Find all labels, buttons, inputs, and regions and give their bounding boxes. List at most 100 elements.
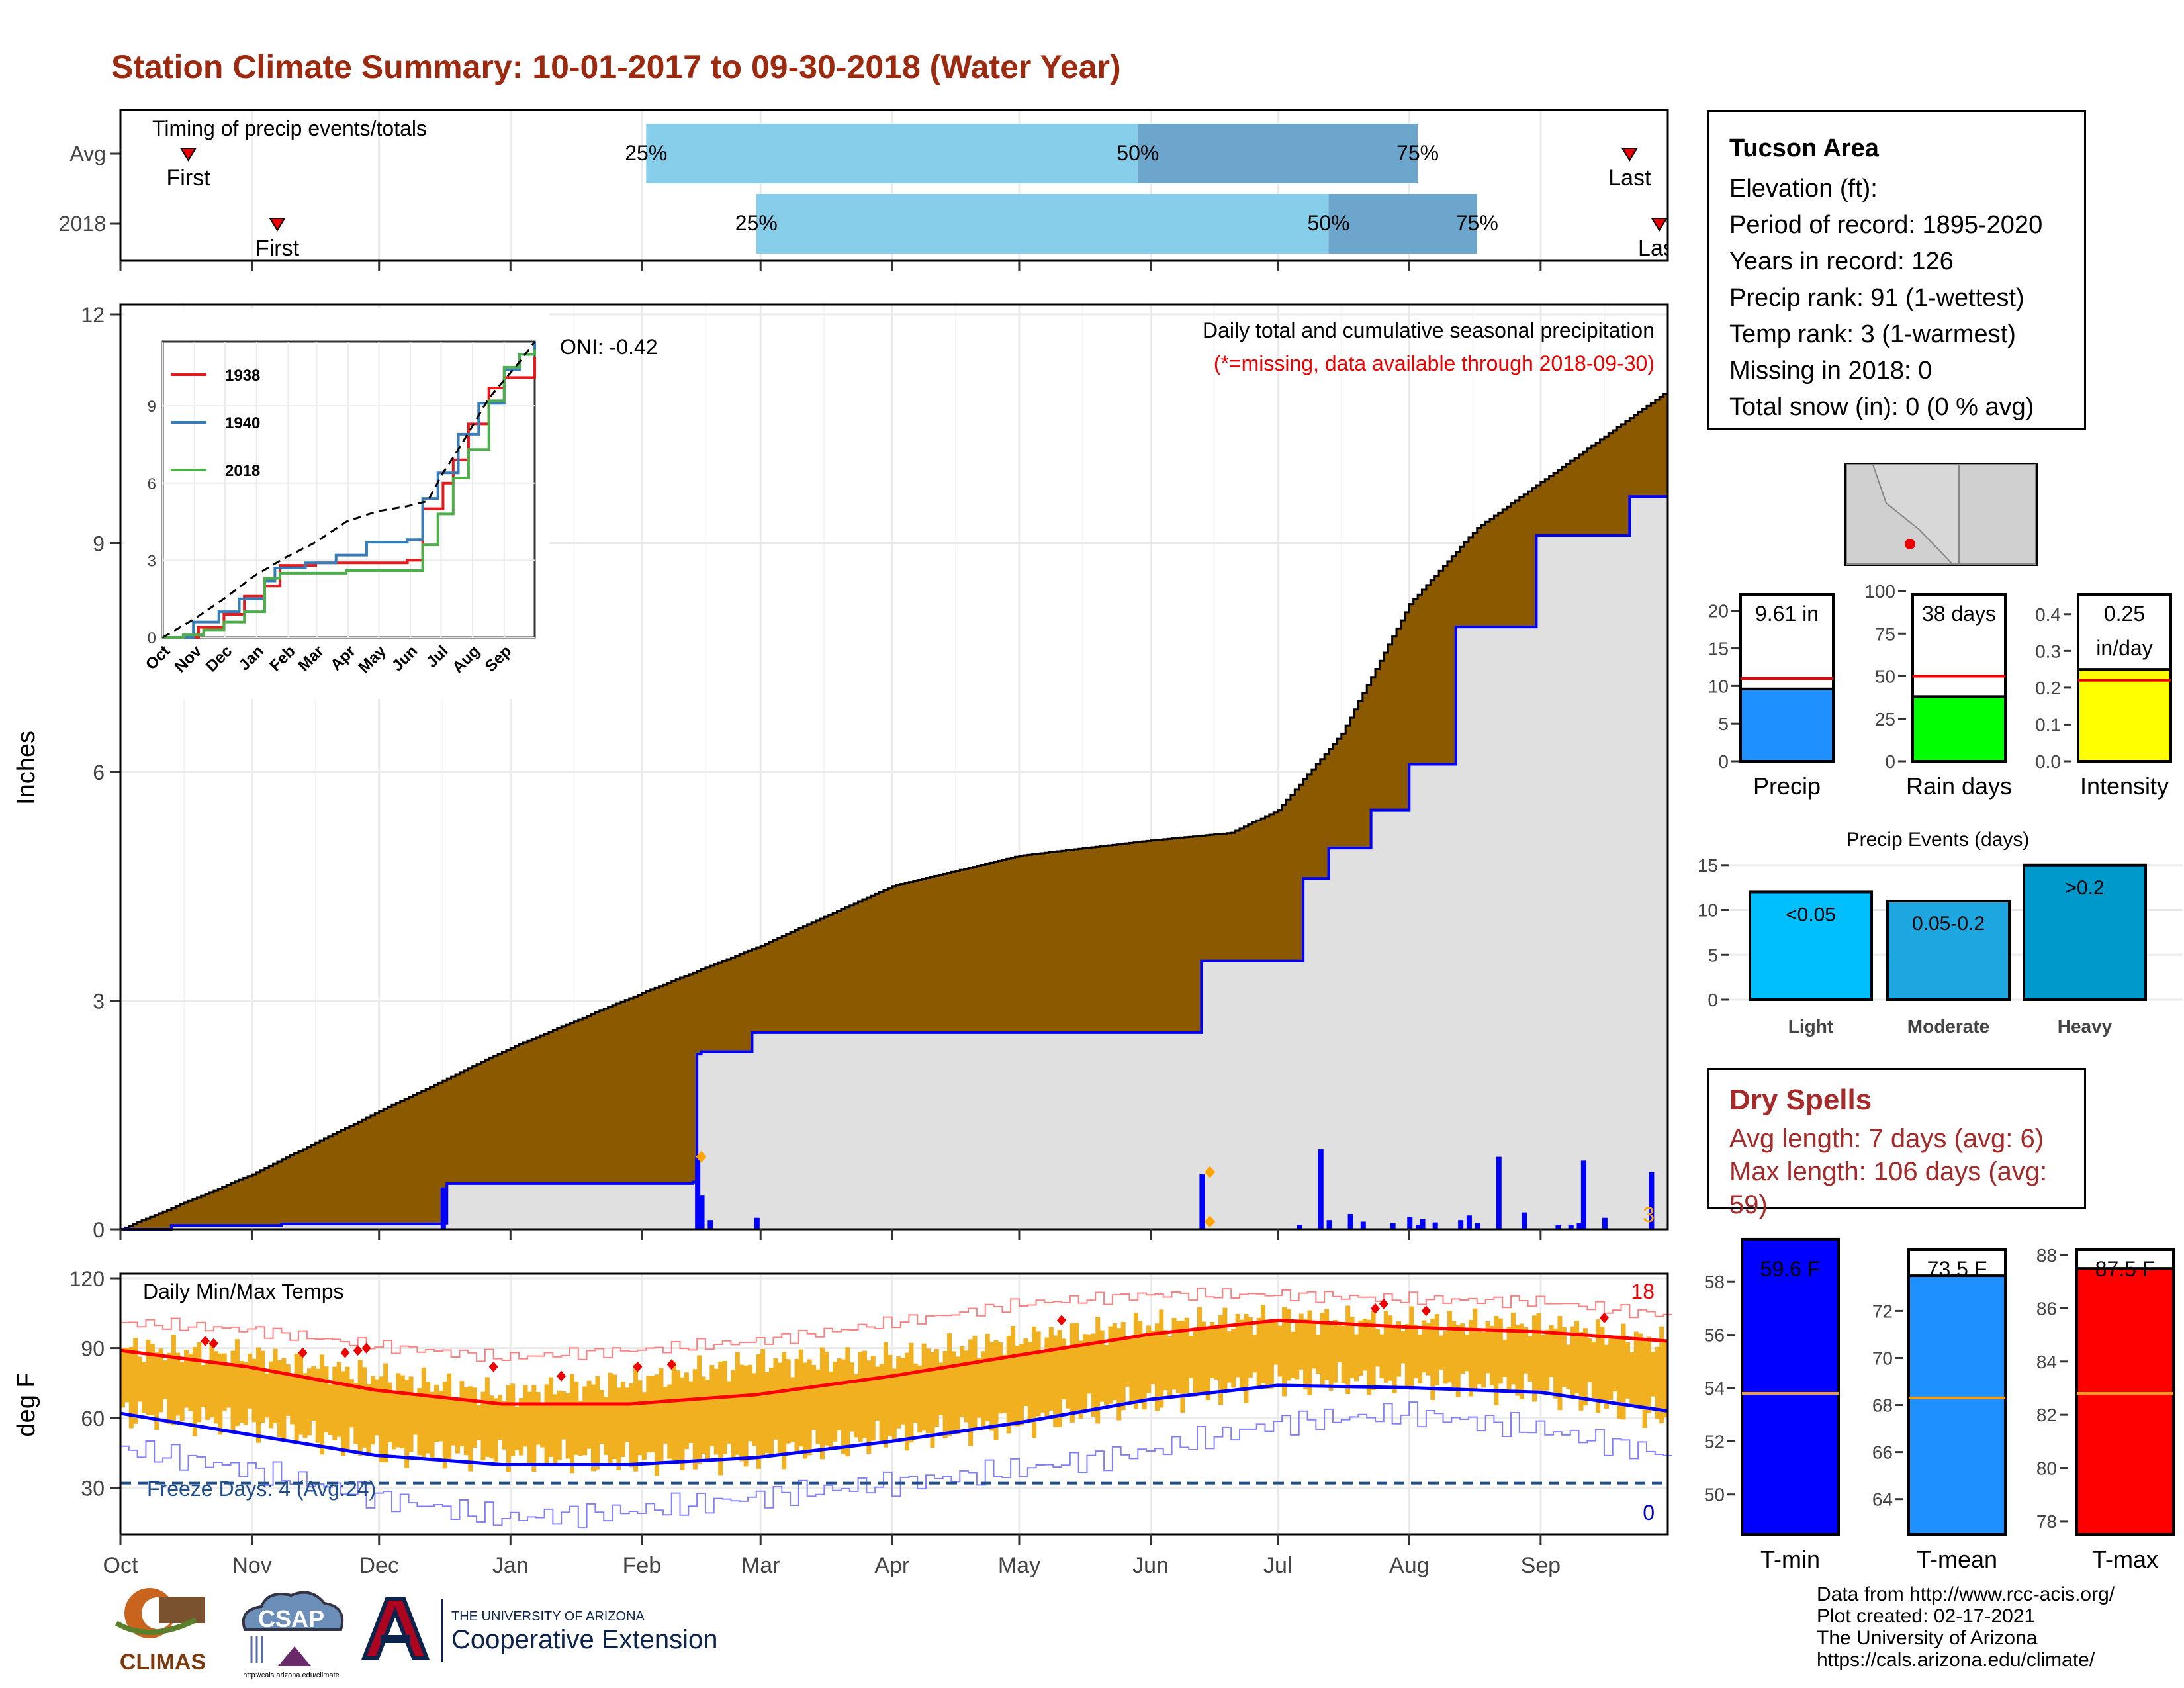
record-high-marker xyxy=(1421,1305,1431,1317)
daily-temp-bar xyxy=(553,1394,558,1465)
daily-temp-bar xyxy=(311,1366,316,1421)
daily-temp-bar xyxy=(692,1369,698,1470)
daily-temp-bar xyxy=(883,1342,888,1448)
month-tick-label: Aug xyxy=(1389,1553,1430,1578)
daily-temp-bar xyxy=(510,1383,516,1456)
last-event-label: Last xyxy=(1638,236,1681,261)
daily-precip-bar xyxy=(1568,1225,1574,1229)
daily-temp-bar xyxy=(451,1397,456,1446)
daily-temp-bar xyxy=(1426,1323,1431,1376)
daily-temp-bar xyxy=(1218,1315,1224,1405)
daily-temp-bar xyxy=(612,1374,617,1460)
daily-temp-bar xyxy=(697,1355,702,1465)
timing-p50-label: 50% xyxy=(1308,211,1350,235)
daily-precip-bar xyxy=(1297,1225,1302,1229)
daily-temp-bar xyxy=(739,1364,745,1462)
daily-temp-bar xyxy=(1524,1327,1529,1374)
daily-temp-bar xyxy=(620,1382,625,1458)
events-y-tick-label: 15 xyxy=(1698,855,1718,876)
csap-logo[interactable]: CSAP http://cals.arizona.edu/climate xyxy=(232,1583,351,1683)
daily-temp-bar xyxy=(1371,1311,1376,1390)
daily-temp-bar xyxy=(341,1371,346,1456)
precip-total-panel-y-tick-label: 10 xyxy=(1708,676,1729,696)
daily-temp-bar xyxy=(1379,1334,1385,1378)
info-period: Period of record: 1895-2020 xyxy=(1729,211,2043,239)
precip-total-panel-y-tick-label: 5 xyxy=(1718,714,1729,734)
daily-temp-bar xyxy=(269,1361,274,1429)
rain-days-panel-label: Rain days xyxy=(1906,773,2012,800)
daily-temp-bar xyxy=(1367,1319,1372,1395)
daily-temp-bar xyxy=(680,1377,685,1470)
daily-temp-bar xyxy=(1201,1321,1206,1395)
daily-temp-bar xyxy=(197,1342,202,1423)
daily-temp-bar xyxy=(1303,1319,1308,1390)
daily-temp-bar xyxy=(1341,1325,1346,1383)
intensity-panel-y-tick-label: 0.1 xyxy=(2035,714,2061,735)
daily-temp-bar xyxy=(811,1364,817,1430)
daily-temp-bar xyxy=(218,1353,223,1435)
daily-temp-bar xyxy=(328,1384,333,1436)
intensity-panel-label: Intensity xyxy=(2080,773,2169,800)
daily-temp-bar xyxy=(921,1343,927,1431)
daily-temp-bar xyxy=(1044,1337,1050,1418)
csap-url: http://cals.arizona.edu/climate xyxy=(243,1671,340,1679)
daily-temp-bar xyxy=(1549,1325,1554,1378)
daily-temp-bar xyxy=(1193,1327,1198,1397)
daily-temp-bar xyxy=(1337,1325,1342,1362)
intensity-panel-value-label: 0.25 xyxy=(2104,602,2145,626)
daily-temp-bar xyxy=(1468,1319,1473,1397)
daily-temp-bar xyxy=(1638,1333,1643,1409)
temp-max-panel-y-tick-label: 86 xyxy=(2036,1298,2057,1319)
missing-data-marker xyxy=(696,1150,707,1163)
temp-mean-panel-label: T-mean xyxy=(1917,1546,1997,1573)
daily-temp-bar xyxy=(1138,1321,1143,1402)
daily-temp-bar xyxy=(604,1397,609,1455)
cloud-icon xyxy=(242,1591,344,1631)
daily-temp-bar xyxy=(1418,1334,1423,1384)
daily-temp-bar xyxy=(1015,1346,1020,1427)
daily-temp-bar xyxy=(819,1347,825,1460)
daily-temp-bar xyxy=(315,1368,320,1443)
station-info-box: Tucson Area Elevation (ft): Period of re… xyxy=(1707,110,2086,430)
daily-temp-bar xyxy=(608,1372,613,1464)
first-event-label: First xyxy=(166,165,210,191)
daily-temp-bar xyxy=(1324,1309,1330,1380)
temp-mean-panel-y-tick-label: 64 xyxy=(1872,1489,1893,1510)
daily-temp-bar xyxy=(659,1368,664,1464)
climas-logo[interactable]: CLIMAS xyxy=(110,1583,216,1683)
daily-temp-bar xyxy=(1062,1338,1067,1400)
daily-temp-bar xyxy=(1481,1332,1486,1388)
info-elevation: Elevation (ft): xyxy=(1729,175,1878,203)
inset-y-tick-label: 0 xyxy=(148,630,156,647)
intensity-panel-bar xyxy=(2077,668,2172,763)
daily-temp-bar xyxy=(1443,1331,1448,1384)
precip-y-tick-label: 9 xyxy=(93,532,105,556)
precip-y-tick-label: 3 xyxy=(93,990,105,1013)
daily-temp-bar xyxy=(1506,1327,1512,1389)
daily-temp-bar xyxy=(875,1366,880,1421)
temp-max-panel-y-tick-label: 80 xyxy=(2036,1458,2057,1479)
station-location-marker xyxy=(1905,539,1915,549)
daily-temp-bar xyxy=(1053,1335,1058,1427)
daily-temp-bar xyxy=(1231,1329,1236,1388)
precip-event-bar-label: <0.05 xyxy=(1786,904,1836,925)
ua-cooperative-extension-logo[interactable]: THE UNIVERSITY OF ARIZONA Cooperative Ex… xyxy=(357,1595,741,1675)
daily-temp-bar xyxy=(412,1393,418,1435)
daily-temp-bar xyxy=(408,1376,414,1452)
daily-precip-bar xyxy=(1432,1222,1438,1229)
last-event-marker xyxy=(1651,218,1668,232)
record-low-count: 0 xyxy=(1643,1501,1655,1524)
climas-wordmark: CLIMAS xyxy=(120,1650,206,1675)
daily-temp-bar xyxy=(1625,1342,1630,1399)
daily-temp-bar xyxy=(1171,1317,1177,1390)
record-high-marker xyxy=(1371,1303,1381,1314)
daily-temp-bar xyxy=(1451,1321,1457,1387)
daily-temp-bar xyxy=(701,1376,706,1454)
temp-mean-panel-y-tick-label: 72 xyxy=(1872,1301,1893,1321)
daily-temp-bar xyxy=(752,1373,757,1446)
temp-y-tick-label: 30 xyxy=(81,1477,105,1501)
daily-temp-bar xyxy=(870,1355,876,1441)
inset-avg-line xyxy=(162,341,536,639)
